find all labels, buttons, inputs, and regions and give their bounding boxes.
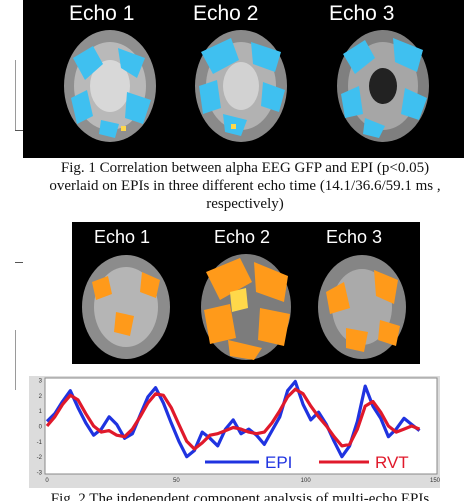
y-tick-label: 3 [39,379,43,385]
margin-tick [15,262,23,263]
figure-1-echo-3-label: Echo 3 [329,2,395,25]
figure-2-echo-2-label: Echo 2 [214,227,271,247]
series-line-rvt [45,387,421,451]
figure-2-brain-images [82,254,406,360]
x-tick-label: 50 [173,478,180,484]
brain-slice-echo-1 [64,30,156,142]
brain-slice-echo-2 [195,30,287,142]
figure-2-caption: Fig. 2 The independent component analysi… [50,491,430,501]
figure-2-echo-1-label: Echo 1 [94,227,151,247]
figure-2-echo-3-label: Echo 3 [326,227,383,247]
x-tick-label: 0 [45,478,49,484]
chart-legend: EPI RVT [205,453,409,472]
figure-2-timecourse-chart: 3 2 1 0 -1 -2 -3 0 50 100 150 EPI RVT [29,376,440,488]
y-tick-label: -2 [37,455,43,461]
figure-1-caption: Fig. 1 Correlation between alpha EEG GFP… [40,159,450,213]
figure-1-caption-line-3: respectively) [206,196,284,212]
series-lines [45,379,421,459]
figure-1-echo-2-label: Echo 2 [193,2,259,25]
y-axis-ticks: 3 2 1 0 -1 -2 -3 [37,379,43,477]
figure-1-brain-panel: Echo 1 Echo 2 Echo 3 [23,0,464,158]
y-tick-label: -3 [37,471,43,477]
margin-rule-bottom [15,330,16,390]
margin-tick [15,130,23,131]
margin-rule-top [15,60,16,130]
brain-slice-echo-3 [337,30,429,142]
figure-1-brain-images [64,30,429,142]
y-tick-label: 1 [39,409,43,415]
x-tick-label: 150 [430,478,440,484]
brain-slice-echo-2 [201,254,291,360]
figure-1-caption-line-2: overlaid on EPIs in three different echo… [49,178,441,194]
y-tick-label: 2 [39,394,43,400]
legend-label-rvt: RVT [375,453,409,472]
x-axis-ticks: 0 50 100 150 [45,478,440,484]
y-tick-label: 0 [39,425,43,431]
series-line-epi [45,379,421,459]
figure-1-echo-1-label: Echo 1 [69,2,135,25]
brain-slice-echo-3 [318,255,406,359]
brain-slice-echo-1 [82,255,170,359]
figure-1-caption-line-1: Fig. 1 Correlation between alpha EEG GFP… [60,160,430,176]
figure-2-brain-panel: Echo 1 Echo 2 Echo 3 [72,222,420,364]
legend-label-epi: EPI [265,453,292,472]
x-tick-label: 100 [301,478,312,484]
chart-svg: 3 2 1 0 -1 -2 -3 0 50 100 150 EPI RVT [37,377,440,484]
y-tick-label: -1 [37,440,43,446]
plot-area [44,377,438,475]
